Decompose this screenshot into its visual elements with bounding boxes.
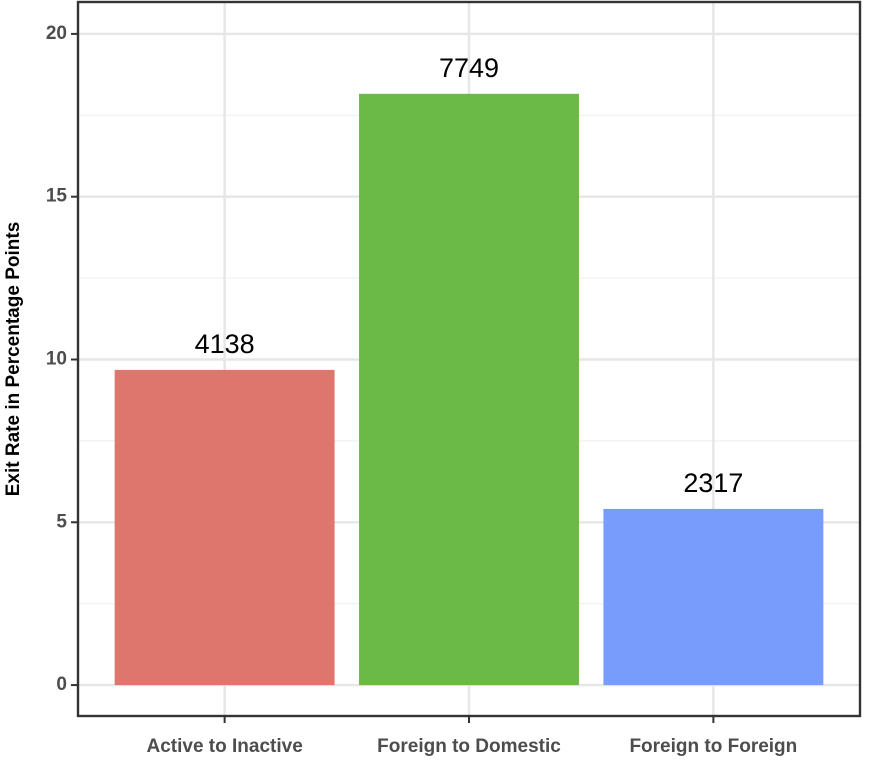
y-tick-label: 15 <box>46 186 68 207</box>
bar <box>114 369 335 686</box>
x-tick-label: Foreign to Domestic <box>377 736 561 757</box>
plot-border <box>76 0 862 718</box>
bar-count-label: 7749 <box>439 53 499 83</box>
y-tick-label: 10 <box>46 349 67 370</box>
y-tick-label: 0 <box>56 674 67 695</box>
y-axis-title: Exit Rate in Percentage Points <box>3 222 24 497</box>
bar-count-label: 4138 <box>195 329 255 359</box>
bar <box>359 93 579 686</box>
bar-count-label: 2317 <box>683 468 743 498</box>
x-tick-label: Active to Inactive <box>146 736 302 757</box>
bar <box>603 508 824 686</box>
y-tick-label: 20 <box>46 23 67 44</box>
y-tick-label: 5 <box>56 511 67 532</box>
x-tick-label: Foreign to Foreign <box>629 736 797 757</box>
